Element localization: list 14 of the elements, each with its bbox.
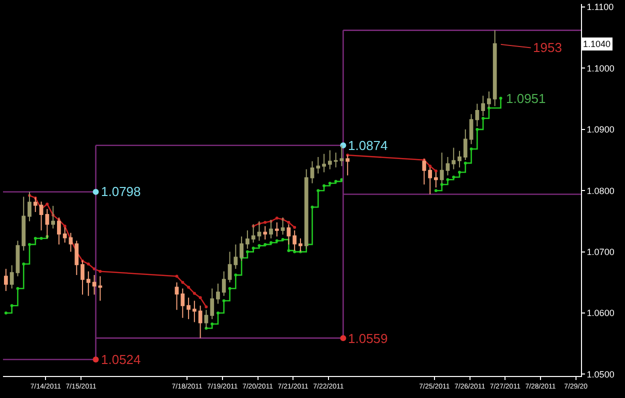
annotation: 1.0874 (348, 138, 388, 153)
annotation: 1.0524 (101, 352, 141, 367)
annotation: 1.0559 (348, 331, 388, 346)
y-tick-label: 1.1100 (586, 2, 614, 12)
annotation: 1.1040 (583, 39, 611, 49)
annotation: 1.0951 (506, 91, 546, 106)
y-tick-label: 1.0600 (586, 308, 614, 318)
y-tick-label: 1.0900 (586, 124, 614, 135)
y-tick-label: 1.0700 (586, 246, 614, 257)
y-tick-label: 1.1000 (586, 63, 614, 74)
y-tick-label: 1.0500 (586, 369, 614, 380)
annotation: 1953 (533, 40, 562, 55)
y-tick-label: 1.0800 (586, 186, 614, 196)
annotation: 1.0798 (101, 184, 141, 199)
